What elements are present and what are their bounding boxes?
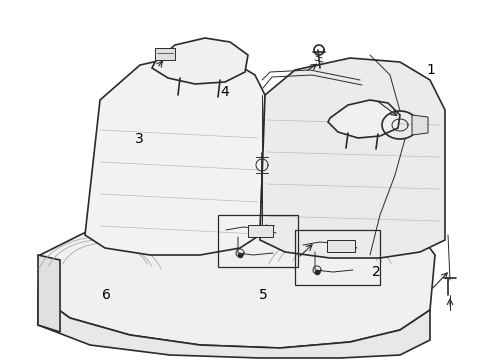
Text: 1: 1 xyxy=(426,63,435,77)
Polygon shape xyxy=(38,210,434,348)
Polygon shape xyxy=(327,100,399,138)
Bar xyxy=(294,230,379,285)
Text: 4: 4 xyxy=(220,85,229,99)
Polygon shape xyxy=(38,255,60,332)
Text: 5: 5 xyxy=(258,288,267,302)
Polygon shape xyxy=(411,115,427,135)
Polygon shape xyxy=(326,240,354,252)
Polygon shape xyxy=(85,55,264,255)
Polygon shape xyxy=(38,295,429,358)
Bar xyxy=(218,215,297,267)
Polygon shape xyxy=(155,48,175,60)
Polygon shape xyxy=(152,38,247,84)
Text: 3: 3 xyxy=(135,132,143,145)
Text: 6: 6 xyxy=(102,288,111,302)
Text: 2: 2 xyxy=(371,265,380,279)
Polygon shape xyxy=(260,58,444,258)
Polygon shape xyxy=(247,225,272,237)
